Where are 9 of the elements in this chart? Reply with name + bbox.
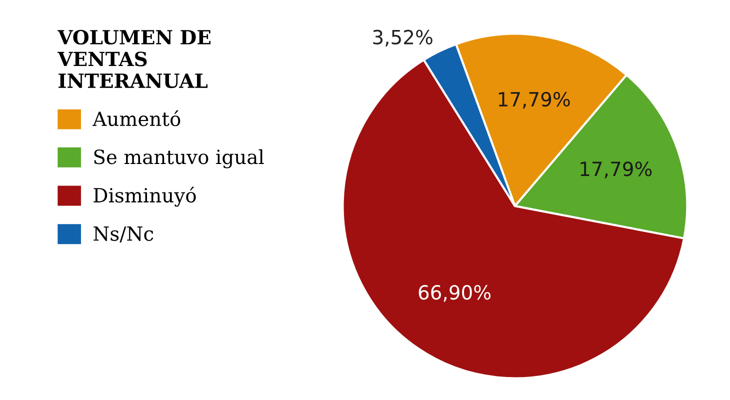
legend-label: Aumentó bbox=[92, 110, 180, 126]
legend-title: VOLUMEN DE VENTAS INTERANUAL bbox=[58, 30, 210, 88]
data-label: 17,79% bbox=[498, 92, 570, 109]
legend-label: Ns/Nc bbox=[94, 226, 154, 242]
legend-label: Disminuyó bbox=[94, 186, 196, 207]
data-label: 17,79% bbox=[580, 162, 652, 178]
data-label: 66,90% bbox=[418, 285, 491, 302]
data-label: 3,52% bbox=[373, 30, 432, 46]
legend-label: Se mantuvo igual bbox=[94, 149, 264, 168]
